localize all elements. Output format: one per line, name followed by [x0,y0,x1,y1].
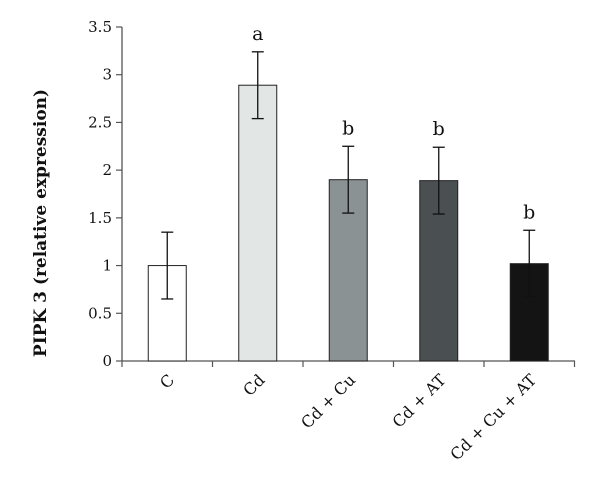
category-label: C [156,370,178,392]
bar [147,265,187,362]
significance-label: b [342,117,354,139]
bar [238,84,278,362]
category-label: Cd [239,370,268,399]
significance-label: b [433,118,445,140]
category-label: Cd + Cu [297,370,359,432]
y-tick-label: 3 [102,66,112,84]
y-axis-label: PIPK 3 (relative expression) [31,89,51,357]
y-tick-label: 1 [102,257,112,275]
bars [147,51,549,362]
labels: 0 0.5 1 1.5 2 2.5 3 3.5 Ca Cd b Cd + Cu b Cd + AT b Cd … [88,18,540,464]
y-tick-label: 0 [102,352,112,370]
y-tick-label: 2 [102,161,112,179]
category-label: Cd + Cu + AT [446,370,540,464]
y-tick-label: 2.5 [88,113,112,131]
y-tick-label: 0.5 [88,304,112,322]
significance-label: a [252,23,263,45]
category-label: Cd + AT [388,370,449,431]
y-tick-label: 1.5 [88,209,112,227]
significance-label: b [523,201,535,223]
axes [116,26,576,367]
y-tick-label: 3.5 [88,18,112,36]
